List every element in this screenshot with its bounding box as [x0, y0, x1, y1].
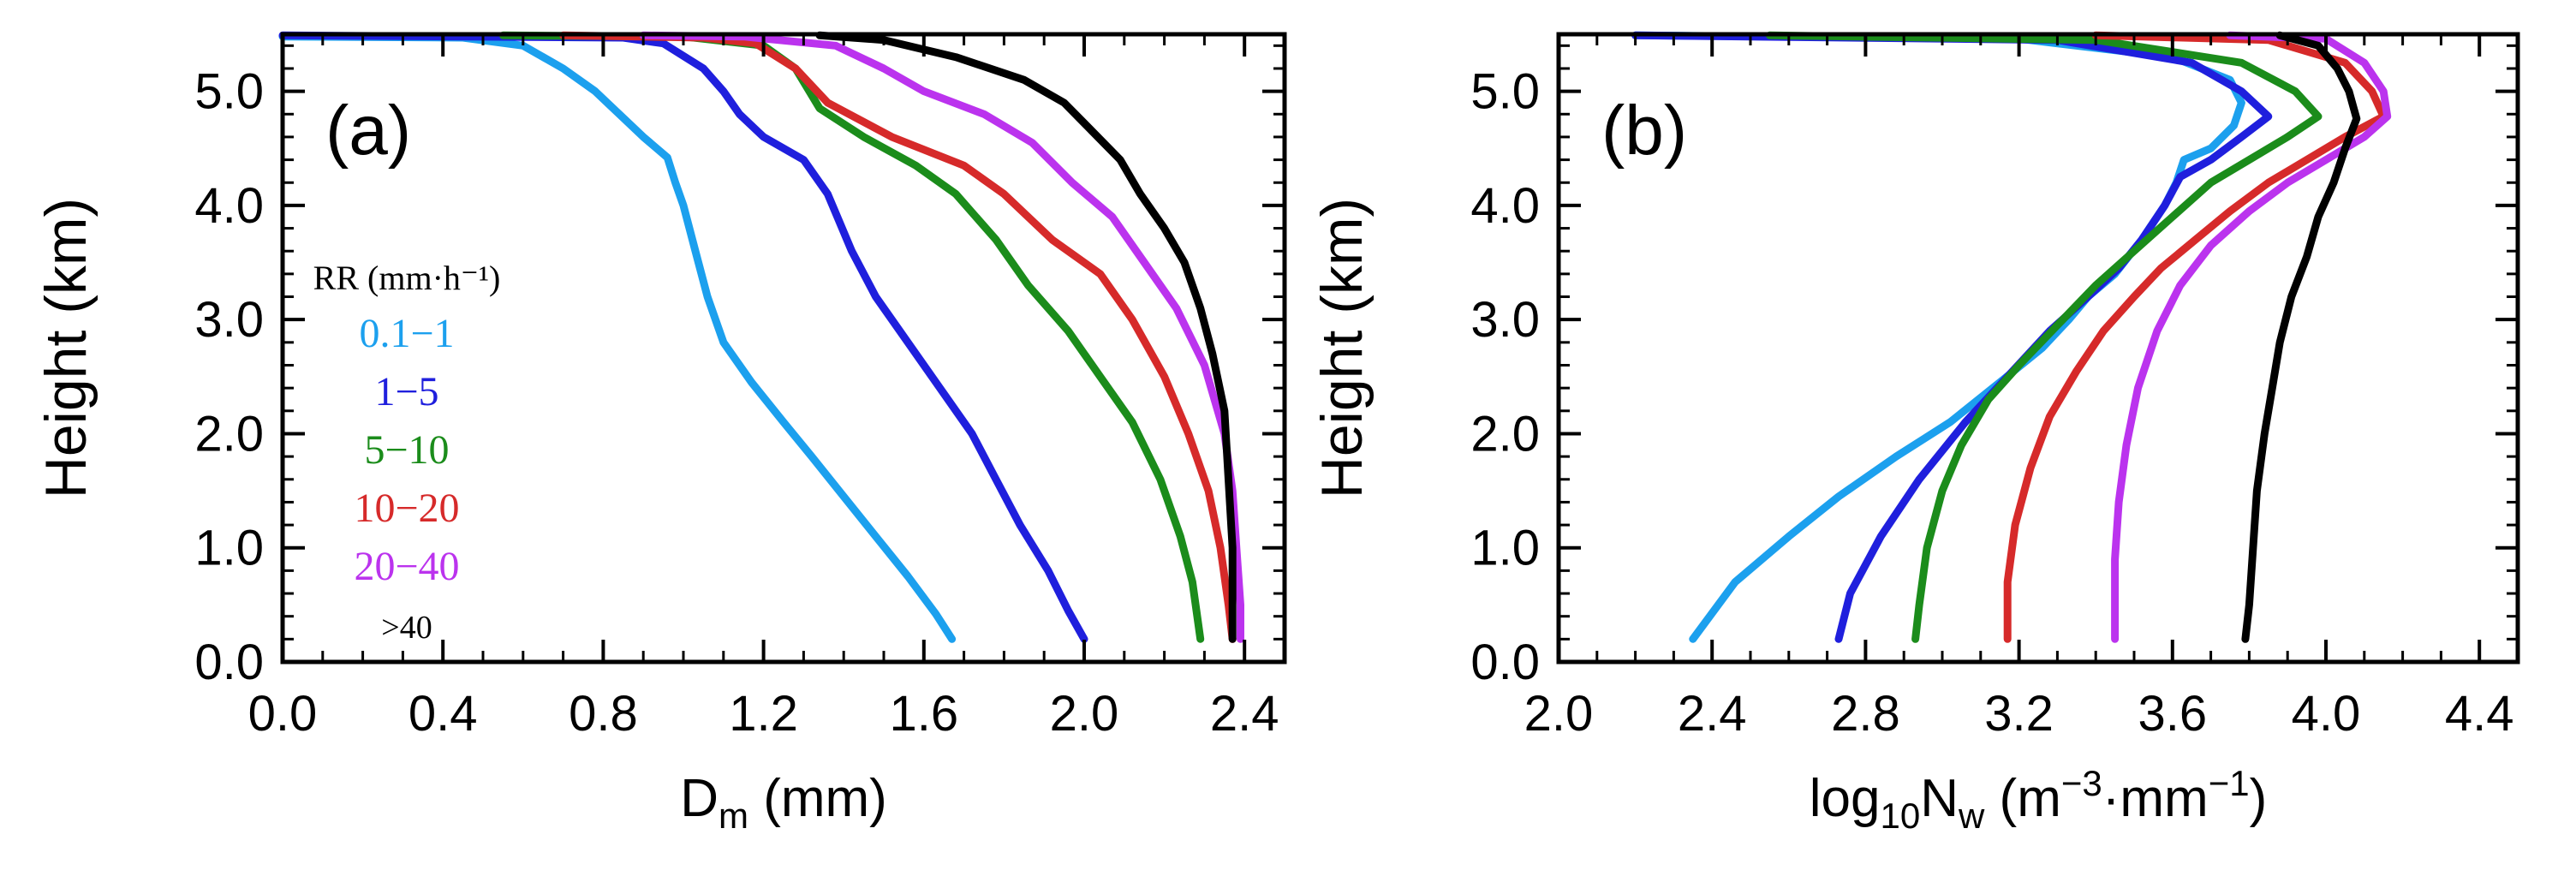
y-tick-label: 5.0 [194, 64, 264, 120]
x-tick-label: 3.2 [1984, 686, 2054, 742]
panel-a-y-axis-label: Height (km) [33, 198, 98, 498]
legend-entry-0.1−1: 0.1−1 [359, 311, 454, 356]
panel-b-label: (b) [1601, 92, 1687, 170]
panel-b: 2.0 2.4 2.8 3.2 3.6 4.0 4.40.01.02.03.04.05.0 … [1309, 31, 2520, 836]
x-tick-label: 0.4 [408, 686, 478, 742]
y-tick-label: 4.0 [194, 178, 264, 234]
y-tick-label: 3.0 [194, 292, 264, 348]
y-tick-label: 1.0 [1470, 521, 1540, 576]
x-tick-label: 2.0 [1050, 686, 1119, 742]
x-tick-label: 4.0 [2292, 686, 2361, 742]
x-axis-label-superscript-1: −3 [2061, 763, 2102, 803]
x-tick-label: 0.8 [569, 686, 638, 742]
panel-a-series [278, 31, 1244, 643]
series-line-5−10 [1765, 31, 2323, 643]
x-tick-label: 1.6 [889, 686, 958, 742]
series-line-0.1−1 [278, 33, 957, 643]
panel-a-x-axis-label: Dm (mm) [680, 769, 887, 836]
x-axis-label-unit-open: (m [1984, 769, 2061, 828]
y-tick-label: 5.0 [1470, 64, 1540, 120]
x-tick-label: 4.4 [2445, 686, 2514, 742]
x-axis-label-symbol-subscript: w [1958, 796, 1985, 836]
x-tick-label: 0.0 [248, 686, 318, 742]
panel-a-label: (a) [325, 92, 411, 170]
y-tick-label: 0.0 [194, 635, 264, 690]
legend-entry-5−10: 5−10 [364, 427, 449, 473]
series-line->40 [2241, 31, 2361, 643]
x-axis-label-symbol: N [1920, 769, 1959, 828]
legend-entry-20−40: 20−40 [354, 544, 459, 589]
y-tick-label: 4.0 [1470, 178, 1540, 234]
y-tick-label: 3.0 [1470, 292, 1540, 348]
legend-title: RR (mm·h⁻¹) [313, 259, 501, 297]
x-axis-label-unit: (mm) [748, 769, 887, 828]
series-line-20−40 [2111, 31, 2392, 643]
panel-b-series [1631, 31, 2392, 643]
series-line-1−5 [278, 31, 1088, 643]
panel-b-x-axis-label: log10Nw (m−3·mm−1) [1810, 763, 2268, 836]
panel-b-ticks: 2.0 2.4 2.8 3.2 3.6 4.0 4.4 0.0 1.0 2.0 3.0 4.0 5.0 [1470, 34, 2519, 742]
x-axis-label-main: log [1810, 769, 1881, 828]
x-tick-label: 1.2 [729, 686, 798, 742]
legend-entry-10−20: 10−20 [354, 486, 459, 531]
x-tick-label: 2.4 [1210, 686, 1279, 742]
panel-a: 0.0 0.4 0.8 1.2 1.6 2.0 2.40.01.02.03.04.05.0 … [33, 31, 1287, 836]
x-axis-label-log-base: 10 [1880, 796, 1920, 836]
legend-entries: 0.1−1 1−5 5−10 10−20 20−40 >40 [354, 311, 459, 646]
x-tick-label: 2.8 [1831, 686, 1900, 742]
y-tick-label: 0.0 [1470, 635, 1540, 690]
panel-a-ticks: 0.0 0.4 0.8 1.2 1.6 2.0 2.4 0.0 1.0 2.0 3.0 4.0 5.0 [194, 34, 1286, 742]
x-tick-label: 2.0 [1524, 686, 1594, 742]
x-tick-label: 3.6 [2138, 686, 2207, 742]
legend-entry->40: >40 [381, 610, 432, 646]
x-axis-label-unit-mid: ·mm [2102, 769, 2209, 828]
x-tick-label: 2.4 [1678, 686, 1747, 742]
series-line-10−20 [559, 31, 1237, 643]
y-tick-label: 2.0 [1470, 406, 1540, 462]
series-line->40 [815, 31, 1237, 643]
panel-a-plot-frame [280, 32, 1287, 665]
y-tick-label: 2.0 [194, 406, 264, 462]
panel-b-plot-frame [1556, 32, 2520, 665]
legend-entry-1−5: 1−5 [374, 369, 438, 414]
panel-b-y-axis-label: Height (km) [1309, 198, 1374, 498]
x-axis-label-main: D [680, 769, 719, 828]
x-axis-label-superscript-2: −1 [2209, 763, 2250, 803]
rain-rate-legend: RR (mm·h⁻¹) 0.1−1 1−5 5−10 10−20 20−40 >40 [313, 259, 501, 646]
x-axis-label-unit-close: ) [2250, 769, 2268, 828]
series-line-10−20 [2003, 31, 2388, 643]
x-axis-label-subscript: m [719, 796, 748, 836]
y-tick-label: 1.0 [194, 521, 264, 576]
